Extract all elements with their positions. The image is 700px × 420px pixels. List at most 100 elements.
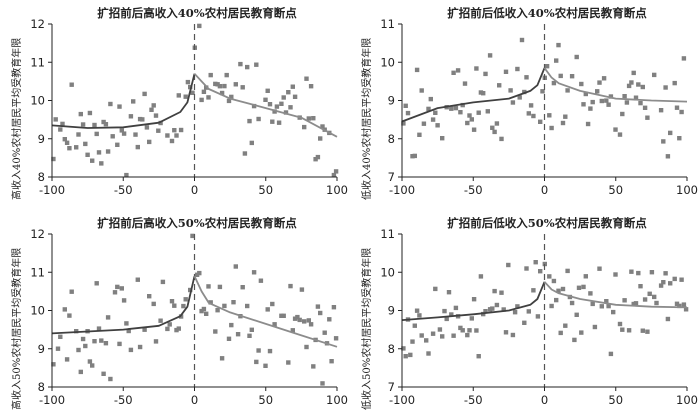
chart-plot: -100 -50 0 50 100 7 8 9 10 11 — [380, 227, 698, 407]
scatter-point — [433, 110, 438, 115]
scatter-point — [558, 330, 563, 336]
scatter-point — [556, 42, 561, 48]
scatter-point — [64, 140, 70, 145]
scatter-point — [142, 327, 147, 332]
scatter-point — [522, 320, 527, 325]
scatter-point — [467, 113, 472, 118]
scatter-point — [492, 288, 497, 294]
scatter-point — [99, 161, 104, 166]
scatter-point — [128, 114, 134, 119]
scatter-point — [645, 329, 650, 334]
scatter-point — [551, 278, 557, 284]
scatter-point — [403, 354, 408, 359]
scatter-point — [231, 300, 236, 305]
scatter-point — [642, 105, 648, 110]
scatter-point — [538, 269, 543, 274]
scatter-point — [533, 260, 538, 265]
scatter-point — [197, 270, 202, 276]
scatter-point — [320, 124, 325, 129]
scatter-point — [115, 142, 120, 147]
scatter-point — [333, 169, 339, 174]
scatter-point — [99, 338, 104, 343]
scatter-point — [617, 321, 623, 327]
scatter-point — [524, 266, 529, 271]
scatter-point — [633, 95, 639, 100]
scatter-point — [487, 53, 493, 58]
scatter-point — [331, 172, 337, 178]
scatter-point — [62, 137, 67, 142]
y-tick-label: 11 — [380, 17, 395, 31]
scatter-point — [622, 298, 627, 303]
scatter-point — [668, 130, 673, 136]
scatter-point — [333, 336, 339, 341]
scatter-point — [588, 106, 593, 111]
scatter-point — [503, 69, 509, 74]
scatter-point — [311, 364, 316, 369]
x-tick-label: -50 — [464, 393, 483, 407]
scatter-point — [67, 146, 72, 151]
scatter-point — [417, 313, 422, 318]
scatter-point — [229, 322, 234, 328]
scatter-point — [410, 154, 415, 159]
scatter-point — [140, 117, 145, 122]
scatter-point — [215, 308, 220, 313]
scatter-point — [528, 103, 534, 108]
x-tick-label: 50 — [258, 393, 273, 407]
scatter-point — [267, 348, 273, 354]
scatter-point — [588, 291, 593, 296]
scatter-point — [613, 272, 618, 277]
scatter-point — [599, 304, 604, 309]
chart-title: 扩招前后高收入40%农村居民教育断点 — [97, 6, 297, 20]
scatter-point — [453, 105, 459, 111]
chart-title: 扩招前后高收入50%农村居民教育断点 — [97, 216, 297, 230]
scatter-point — [331, 305, 337, 310]
scatter-point — [101, 119, 106, 125]
scatter-point — [590, 99, 595, 105]
scatter-point — [133, 132, 138, 137]
fit-curve-right — [543, 281, 688, 309]
scatter-point — [281, 95, 286, 100]
scatter-point — [142, 91, 147, 97]
scatter-point — [424, 338, 429, 343]
scatter-point — [455, 68, 461, 73]
scatter-point — [92, 339, 97, 344]
scatter-point — [465, 120, 470, 126]
scatter-point — [315, 154, 321, 160]
scatter-point — [74, 145, 79, 150]
scatter-point — [69, 289, 74, 294]
scatter-point — [440, 334, 445, 339]
y-tick-label: 12 — [30, 227, 45, 241]
scatter-point — [412, 153, 417, 159]
scatter-point — [283, 110, 289, 115]
scatter-point — [213, 329, 218, 334]
scatter-point — [90, 158, 95, 163]
scatter-point — [414, 67, 420, 73]
x-tick-label: 100 — [326, 183, 348, 197]
scatter-point — [124, 172, 129, 178]
scatter-point — [69, 82, 74, 87]
scatter-point — [290, 84, 295, 89]
scatter-point — [581, 284, 586, 290]
scatter-point — [471, 127, 477, 132]
scatter-point — [96, 326, 102, 331]
scatter-point — [672, 80, 677, 86]
scatter-point — [510, 100, 516, 105]
y-tick-label: 10 — [30, 304, 45, 318]
scatter-point — [76, 132, 81, 137]
scatter-point — [640, 328, 645, 333]
scatter-point — [58, 127, 63, 132]
scatter-point — [437, 327, 443, 332]
fit-curve-right — [193, 275, 338, 348]
scatter-point — [565, 268, 570, 274]
scatter-point — [105, 315, 111, 320]
scatter-point — [265, 307, 270, 312]
scatter-point — [119, 128, 124, 133]
chart-title: 扩招前后低收入40%农村居民教育断点 — [447, 6, 647, 20]
scatter-point — [683, 307, 689, 312]
scatter-point — [147, 294, 152, 299]
scatter-point — [181, 303, 186, 309]
y-tick-label: 11 — [30, 55, 45, 69]
x-tick-label: 0 — [191, 393, 198, 407]
scatter-point — [620, 327, 625, 332]
scatter-point — [83, 343, 88, 349]
